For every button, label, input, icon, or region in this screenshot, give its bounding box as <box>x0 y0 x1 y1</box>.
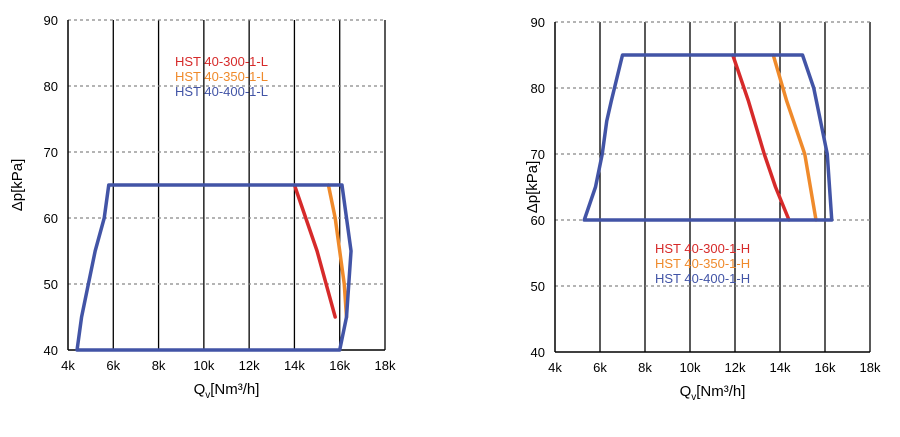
legend-entry: HST 40-300-1-L <box>175 54 268 69</box>
y-tick-label: 70 <box>531 147 545 162</box>
x-tick-label: 6k <box>106 358 120 373</box>
y-axis-label: Δp[kPa] <box>9 159 26 212</box>
x-tick-label: 8k <box>152 358 166 373</box>
y-tick-label: 40 <box>531 345 545 360</box>
y-axis-label: Δp[kPa] <box>524 161 541 214</box>
x-axis-label: Qv[Nm³/h] <box>194 381 260 401</box>
y-tick-label: 50 <box>44 277 58 292</box>
x-tick-label: 18k <box>375 358 396 373</box>
y-tick-label: 80 <box>44 79 58 94</box>
series-line <box>326 183 349 319</box>
y-tick-label: 40 <box>44 343 58 358</box>
y-tick-label: 60 <box>531 213 545 228</box>
legend-entry: HST 40-400-1-L <box>175 84 268 99</box>
x-tick-label: 14k <box>284 358 305 373</box>
x-axis-label: Qv[Nm³/h] <box>680 383 746 403</box>
y-tick-label: 50 <box>531 279 545 294</box>
x-tick-label: 16k <box>329 358 350 373</box>
x-tick-label: 4k <box>61 358 75 373</box>
x-tick-label: 10k <box>193 358 214 373</box>
x-tick-label: 12k <box>239 358 260 373</box>
y-tick-label: 60 <box>44 211 58 226</box>
y-tick-label: 80 <box>531 81 545 96</box>
x-tick-label: 18k <box>860 360 881 375</box>
legend-entry: HST 40-350-1-H <box>655 256 750 271</box>
x-tick-label: 6k <box>593 360 607 375</box>
series-line <box>731 53 791 222</box>
chart-1: 4k 6k 8k 10k 12k 14k 16k 18k 40 50 60 70 80 90 Qv[Nm³/… <box>9 13 396 401</box>
y-tick-label: 90 <box>44 13 58 28</box>
series-line <box>292 183 337 319</box>
x-tick-label: 12k <box>725 360 746 375</box>
x-tick-label: 16k <box>815 360 836 375</box>
x-tick-label: 8k <box>638 360 652 375</box>
y-tick-label: 90 <box>531 15 545 30</box>
x-tick-label: 10k <box>680 360 701 375</box>
legend-entry: HST 40-400-1-H <box>655 271 750 286</box>
x-tick-label: 4k <box>548 360 562 375</box>
series-line <box>771 53 818 222</box>
legend-entry: HST 40-350-1-L <box>175 69 268 84</box>
chart-2: 4k 6k 8k 10k 12k 14k 16k 18k 40 50 60 70 80 90 Qv[Nm³/… <box>524 15 881 403</box>
legend-entry: HST 40-300-1-H <box>655 241 750 256</box>
y-tick-label: 70 <box>44 145 58 160</box>
series-line <box>75 183 353 352</box>
x-tick-label: 14k <box>770 360 791 375</box>
series-line <box>582 53 834 222</box>
